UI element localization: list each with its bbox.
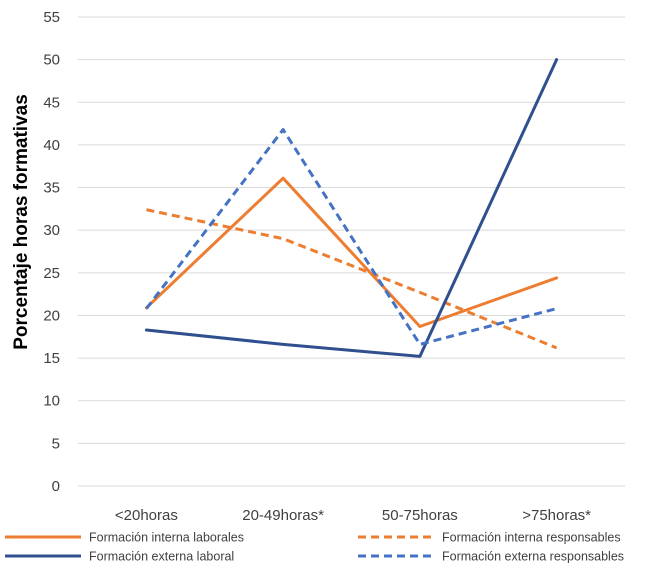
x-tick-label: <20horas [115, 507, 178, 524]
y-tick-label: 20 [43, 307, 60, 324]
y-axis-label: Porcentaje horas formativas [11, 94, 32, 350]
y-tick-label: 45 [43, 94, 60, 111]
x-tick-label: 50-75horas [382, 507, 458, 524]
series-line-1 [144, 176, 559, 328]
y-tick-label: 10 [43, 393, 60, 410]
y-tick-label: 0 [52, 478, 60, 495]
legend: Formación interna laborales Formación int… [5, 531, 624, 564]
x-axis-ticks: <20horas 20-49horas* 50-75horas >75horas* [115, 507, 591, 524]
series-line-3 [144, 58, 559, 358]
legend-label: Formación interna responsables [442, 531, 621, 545]
series-line-2 [146, 208, 558, 350]
y-tick-label: 55 [43, 9, 60, 26]
y-tick-label: 40 [43, 137, 60, 154]
series-lines [144, 58, 559, 358]
legend-label: Formación interna laborales [89, 531, 244, 545]
y-tick-label: 35 [43, 180, 60, 197]
y-tick-label: 25 [43, 265, 60, 282]
y-tick-label: 15 [43, 350, 60, 367]
gridlines [78, 16, 625, 487]
y-axis-ticks: 0 5 10 15 20 25 30 35 40 45 50 55 [43, 9, 60, 495]
x-tick-label: >75horas* [522, 507, 591, 524]
y-tick-label: 5 [52, 435, 60, 452]
y-tick-label: 50 [43, 52, 60, 69]
x-tick-label: 20-49horas* [242, 507, 324, 524]
y-tick-label: 30 [43, 222, 60, 239]
legend-label: Formación externa laboral [89, 550, 234, 564]
series-line-4 [145, 128, 557, 346]
legend-label: Formación externa responsables [442, 550, 624, 564]
